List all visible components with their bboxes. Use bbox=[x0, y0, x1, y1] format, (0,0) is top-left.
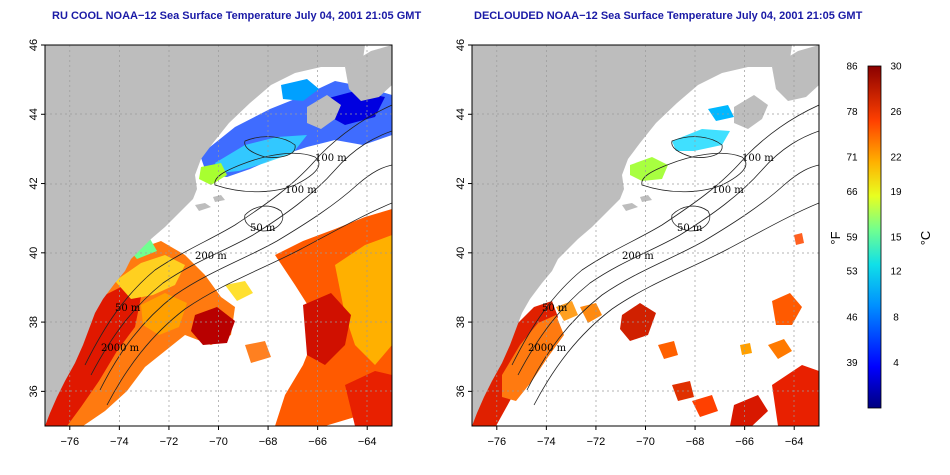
celsius-unit-label: °C bbox=[918, 231, 933, 246]
y-tick-label: 38 bbox=[455, 316, 467, 328]
x-tick-label: −72 bbox=[160, 436, 179, 448]
temperature-colorbar: 30 86 26 78 22 71 19 66 15 59 12 53 8 46 4 39 °F °C bbox=[828, 62, 933, 409]
fahrenheit-tick-label: 39 bbox=[846, 358, 858, 369]
y-tick-label: 38 bbox=[28, 316, 40, 328]
isobath-labels: 100 m 100 m 50 m 200 m 50 m 2000 m bbox=[101, 153, 347, 354]
x-tick-label: −68 bbox=[686, 436, 705, 448]
isobath-label: 2000 m bbox=[528, 343, 567, 354]
x-tick-label: −72 bbox=[587, 436, 606, 448]
axis-ticks: −76 −74 −72 −70 −68 −66 −64 36 38 40 42 44 46 −76 −74 −… bbox=[28, 39, 804, 448]
x-tick-label: −74 bbox=[537, 436, 556, 448]
x-tick-label: −66 bbox=[735, 436, 754, 448]
y-tick-label: 42 bbox=[28, 177, 40, 189]
x-tick-label: −66 bbox=[308, 436, 327, 448]
celsius-tick-label: 12 bbox=[890, 267, 902, 278]
x-tick-label: −74 bbox=[110, 436, 129, 448]
isobath-label: 200 m bbox=[622, 251, 654, 262]
isobath-label: 50 m bbox=[115, 303, 141, 314]
y-tick-label: 40 bbox=[28, 247, 40, 259]
y-tick-label: 40 bbox=[455, 247, 467, 259]
y-tick-label: 44 bbox=[455, 108, 467, 120]
fahrenheit-tick-label: 78 bbox=[846, 107, 858, 118]
celsius-tick-label: 26 bbox=[890, 107, 902, 118]
celsius-tick-label: 15 bbox=[890, 233, 902, 244]
celsius-tick-label: 22 bbox=[890, 153, 902, 164]
right-panel-title: DECLOUDED NOAA−12 Sea Surface Temperatur… bbox=[474, 10, 863, 22]
fahrenheit-tick-label: 59 bbox=[846, 233, 858, 244]
y-tick-label: 44 bbox=[28, 108, 40, 120]
y-tick-label: 46 bbox=[455, 39, 467, 51]
x-tick-label: −76 bbox=[60, 436, 79, 448]
isobath-label: 50 m bbox=[250, 223, 276, 234]
fahrenheit-tick-label: 66 bbox=[846, 187, 858, 198]
fahrenheit-tick-label: 86 bbox=[846, 62, 858, 73]
celsius-tick-label: 19 bbox=[890, 187, 902, 198]
isobath-label: 50 m bbox=[542, 303, 568, 314]
left-sst-map: 100 m 100 m 50 m 200 m 50 m 2000 m bbox=[44, 44, 393, 427]
celsius-tick-label: 30 bbox=[890, 62, 902, 73]
isobath-label: 100 m bbox=[742, 153, 774, 164]
isobath-label: 100 m bbox=[315, 153, 347, 164]
isobath-label: 200 m bbox=[195, 251, 227, 262]
colorbar-gradient bbox=[867, 65, 882, 409]
right-sst-map: 100 m 100 m 50 m 200 m 50 m 2000 m bbox=[471, 44, 820, 427]
x-tick-label: −68 bbox=[259, 436, 278, 448]
fahrenheit-tick-label: 71 bbox=[846, 153, 858, 164]
isobath-label: 50 m bbox=[677, 223, 703, 234]
isobath-label: 2000 m bbox=[101, 343, 140, 354]
y-tick-label: 36 bbox=[455, 385, 467, 397]
right-sst-overlay bbox=[472, 105, 819, 426]
colorbar-ticks: 30 86 26 78 22 71 19 66 15 59 12 53 8 46 4 39 bbox=[846, 62, 902, 369]
isobath-labels: 100 m 100 m 50 m 200 m 50 m 2000 m bbox=[528, 153, 774, 354]
isobath-label: 100 m bbox=[712, 185, 744, 196]
celsius-tick-label: 8 bbox=[893, 312, 899, 323]
celsius-tick-label: 4 bbox=[893, 358, 899, 369]
x-tick-label: −64 bbox=[358, 436, 377, 448]
y-tick-label: 42 bbox=[455, 177, 467, 189]
x-tick-label: −76 bbox=[487, 436, 506, 448]
fahrenheit-tick-label: 46 bbox=[846, 312, 858, 323]
y-tick-label: 36 bbox=[28, 385, 40, 397]
fahrenheit-tick-label: 53 bbox=[846, 267, 858, 278]
x-tick-label: −70 bbox=[636, 436, 655, 448]
left-panel-title: RU COOL NOAA−12 Sea Surface Temperature … bbox=[52, 10, 422, 22]
fahrenheit-unit-label: °F bbox=[828, 231, 843, 244]
y-tick-label: 46 bbox=[28, 39, 40, 51]
x-tick-label: −70 bbox=[209, 436, 228, 448]
x-tick-label: −64 bbox=[785, 436, 804, 448]
isobath-label: 100 m bbox=[285, 185, 317, 196]
